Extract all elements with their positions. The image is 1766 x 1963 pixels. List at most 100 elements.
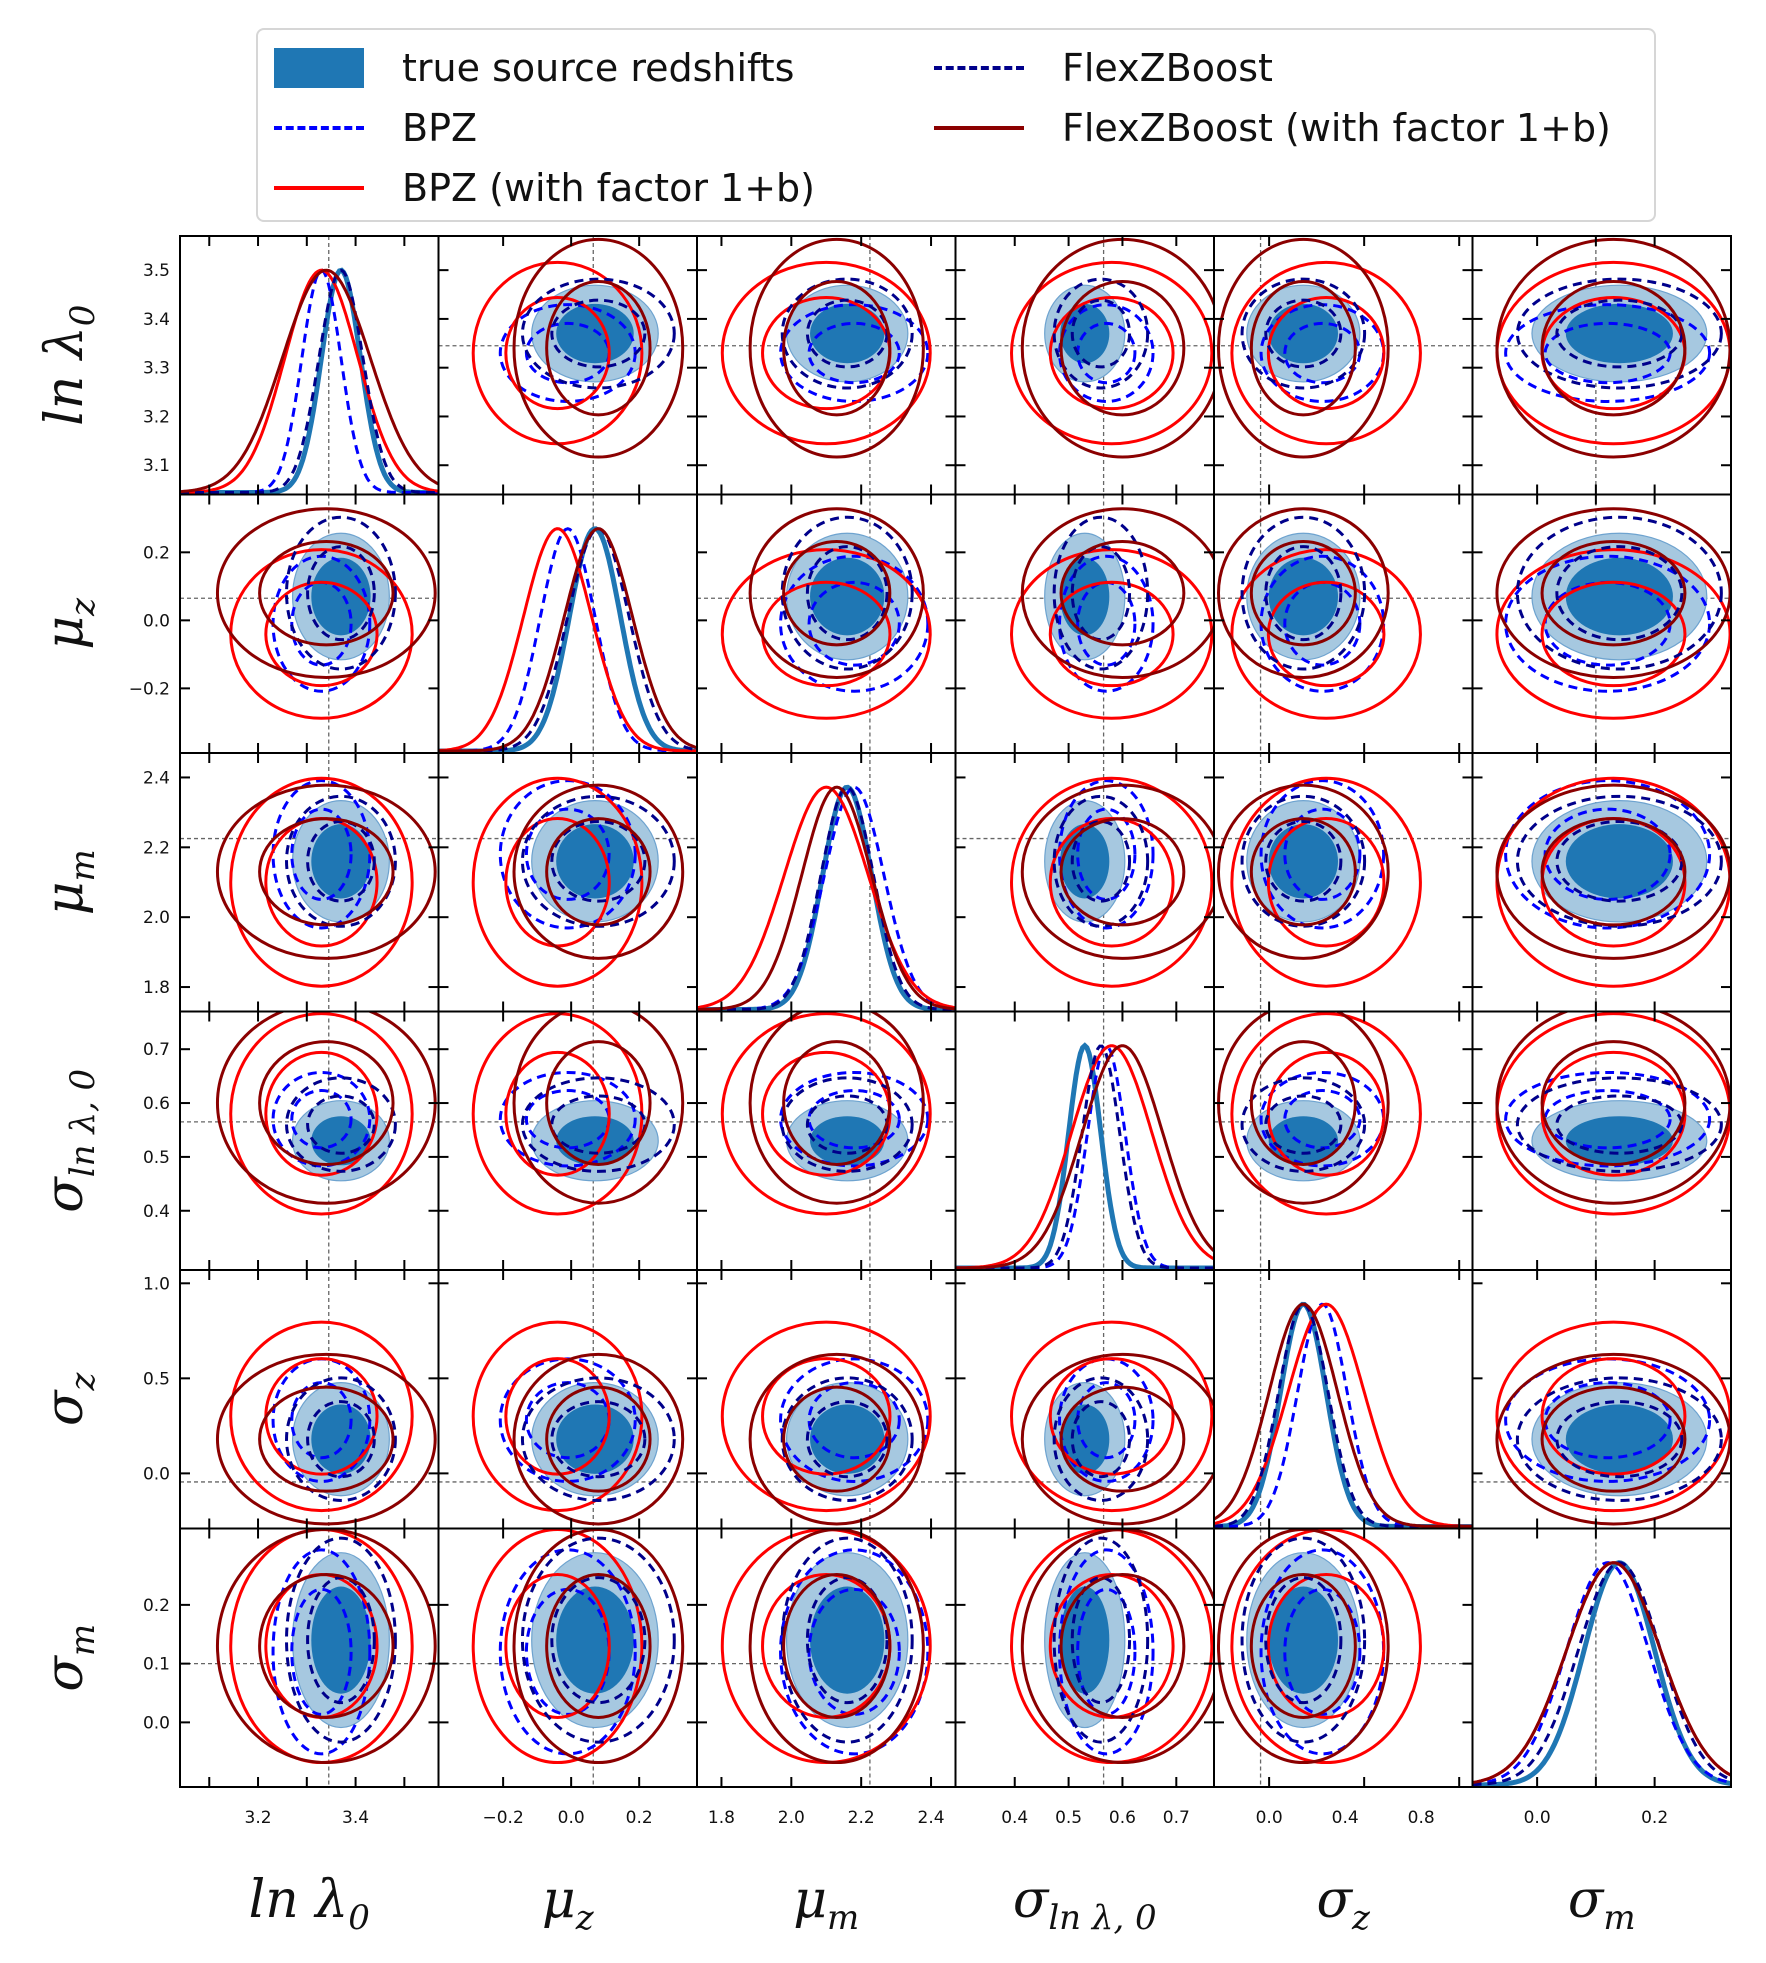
contour-bpz-with-factor-1-b--68 — [504, 1357, 611, 1476]
contour-flexzboost-68 — [1070, 1400, 1132, 1479]
panel-2-3 — [954, 752, 1215, 1013]
contour-flexzboost-68 — [550, 298, 647, 369]
x-tick-label: 0.6 — [1109, 1808, 1136, 1828]
contour-bpz-68 — [1543, 1381, 1672, 1460]
contour-true-source-redshifts-68 — [810, 1586, 885, 1694]
marginal-bpz — [438, 527, 697, 753]
contour-bpz-with-factor-1-b--95 — [471, 776, 644, 988]
panel-4-4 — [1213, 1269, 1474, 1530]
legend-label: true source redshifts — [402, 46, 795, 90]
marginal-true-source-redshifts — [955, 1042, 1214, 1270]
panel-2-0 — [179, 752, 440, 1013]
contour-bpz-with-factor-1-b--68 — [1266, 817, 1386, 948]
y-axis-label: σz — [35, 1371, 103, 1426]
contour-true-source-redshifts-68 — [1565, 1116, 1673, 1166]
panel-5-2 — [696, 1527, 957, 1788]
contour-true-source-redshifts-68 — [556, 1586, 634, 1694]
contour-bpz-with-factor-1-b--95 — [229, 776, 414, 988]
contour-bpz-68 — [807, 321, 901, 385]
x-tick-label: 0.2 — [1641, 1808, 1668, 1828]
contour-bpz-with-factor-1-b--95 — [1010, 776, 1214, 988]
contour-flexzboost-95 — [1240, 515, 1367, 671]
panel-0-3 — [954, 235, 1215, 496]
contour-bpz-68 — [1543, 1089, 1672, 1150]
contour-flexzboost-68 — [805, 298, 889, 369]
panel-3-5 — [1471, 1010, 1732, 1271]
y-tick-label: 0.7 — [143, 1040, 170, 1060]
x-axis-label: μz — [542, 1870, 595, 1938]
contour-flexzboost-95 — [780, 515, 914, 671]
x-tick-label: 2.2 — [848, 1808, 875, 1828]
contour-bpz-68 — [290, 1089, 353, 1150]
contour-flexzboost-with-factor-1-b--95 — [748, 237, 925, 459]
contour-flexzboost-with-factor-1-b--95 — [1216, 507, 1390, 679]
contour-flexzboost-68 — [1070, 298, 1132, 369]
contour-flexzboost-95 — [1052, 515, 1150, 671]
y-tick-label: 3.5 — [143, 261, 170, 281]
contour-true-source-redshifts-68 — [810, 1404, 885, 1474]
panel-3-1 — [437, 1010, 698, 1271]
contour-bpz-95 — [271, 1070, 372, 1168]
y-axis-label: ln λ0 — [35, 305, 103, 426]
panel-5-3 — [954, 1527, 1215, 1788]
panel-3-3 — [954, 1010, 1215, 1271]
contour-bpz-with-factor-1-b--68 — [1266, 580, 1386, 688]
contour-flexzboost-with-factor-1-b--68 — [1249, 817, 1357, 927]
x-tick-label: 0.4 — [1332, 1808, 1359, 1828]
contour-flexzboost-with-factor-1-b--68 — [258, 1040, 395, 1166]
contour-bpz-with-factor-1-b--95 — [1230, 548, 1422, 720]
contour-bpz-with-factor-1-b--95 — [471, 1320, 644, 1513]
y-tick-label: 0.6 — [143, 1094, 170, 1114]
x-tick-label: 2.0 — [778, 1808, 805, 1828]
contour-flexzboost-68 — [1555, 545, 1684, 642]
marginal-bpz — [1472, 1561, 1731, 1786]
contour-flexzboost-68 — [306, 1094, 376, 1155]
contour-bpz-95 — [271, 1548, 372, 1756]
x-axis-label: σm — [1568, 1870, 1636, 1938]
contour-flexzboost-with-factor-1-b--68 — [545, 817, 652, 927]
panel-5-5 — [1471, 1527, 1732, 1788]
contour-bpz-with-factor-1-b--95 — [1230, 1012, 1422, 1216]
contour-flexzboost-68 — [1555, 819, 1684, 903]
contour-flexzboost-68 — [550, 1576, 647, 1705]
contour-true-source-redshifts-68 — [556, 1404, 634, 1474]
marginal-bpz-with-factor-1-b- — [438, 527, 697, 753]
x-tick-label: 0.8 — [1408, 1808, 1435, 1828]
contour-flexzboost-with-factor-1-b--68 — [545, 279, 652, 417]
contour-flexzboost-68 — [550, 819, 647, 903]
contour-bpz-68 — [807, 580, 901, 667]
panel-4-2 — [696, 1269, 957, 1530]
panel-2-4 — [1213, 752, 1474, 1013]
contour-true-source-redshifts-68 — [1565, 824, 1673, 899]
contour-bpz-95 — [1504, 303, 1712, 403]
contour-flexzboost-95 — [1240, 277, 1367, 390]
panel-0-5 — [1471, 235, 1732, 496]
y-tick-label: 0.0 — [143, 611, 170, 631]
panel-0-4 — [1213, 235, 1474, 496]
marginal-flexzboost-with-factor-1-b- — [1472, 1561, 1731, 1784]
contour-bpz-with-factor-1-b--68 — [264, 1050, 379, 1177]
contour-flexzboost-with-factor-1-b--68 — [258, 1385, 395, 1493]
contour-bpz-68 — [807, 1089, 901, 1150]
x-tick-label: 2.4 — [918, 1808, 945, 1828]
contour-flexzboost-with-factor-1-b--68 — [545, 1040, 652, 1166]
contour-flexzboost-with-factor-1-b--68 — [258, 539, 395, 647]
contour-flexzboost-with-factor-1-b--95 — [512, 783, 685, 960]
contour-flexzboost-with-factor-1-b--68 — [1540, 1040, 1687, 1166]
contour-bpz-with-factor-1-b--95 — [229, 1012, 414, 1216]
marginal-flexzboost — [180, 268, 439, 494]
contour-bpz-95 — [1504, 779, 1712, 930]
contour-flexzboost-with-factor-1-b--68 — [258, 1573, 395, 1719]
contour-true-source-redshifts-68 — [1268, 557, 1339, 636]
x-tick-label: 3.2 — [245, 1808, 272, 1828]
contour-flexzboost-with-factor-1-b--68 — [1059, 1385, 1186, 1493]
y-axis-label: σm — [35, 1624, 103, 1692]
legend-label: BPZ (with factor 1+b) — [402, 166, 815, 210]
panel-frame — [696, 752, 957, 1013]
marginal-bpz — [180, 268, 439, 494]
contour-flexzboost-with-factor-1-b--68 — [1540, 539, 1687, 647]
y-tick-label: 0.5 — [143, 1148, 170, 1168]
contour-bpz-with-factor-1-b--68 — [1048, 580, 1175, 688]
contour-flexzboost-95 — [780, 1076, 914, 1173]
